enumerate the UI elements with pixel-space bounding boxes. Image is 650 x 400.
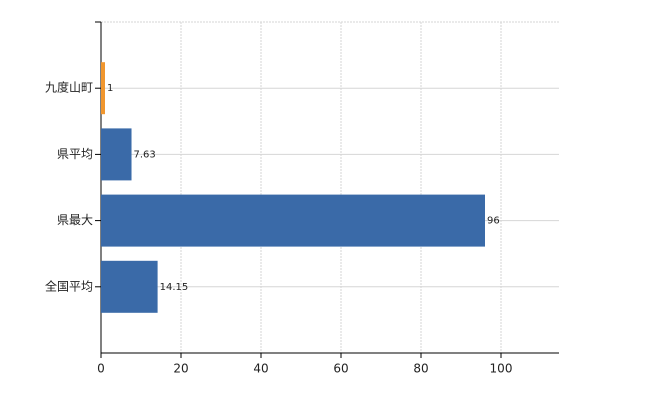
y-tick-label: 県最大	[57, 213, 93, 227]
x-tick-label: 80	[413, 362, 428, 376]
value-label: 7.63	[134, 149, 156, 160]
x-tick-label: 0	[97, 362, 105, 376]
x-tick-label: 100	[490, 362, 513, 376]
y-tick-label: 全国平均	[45, 278, 93, 293]
bar	[101, 62, 105, 115]
x-tick-label: 20	[173, 362, 188, 376]
x-tick-label: 40	[253, 362, 268, 376]
value-label: 96	[487, 216, 500, 227]
bar	[101, 260, 158, 313]
x-tick-label: 60	[333, 362, 348, 376]
bar	[101, 128, 132, 181]
bar	[101, 194, 485, 247]
value-label: 1	[107, 83, 113, 94]
y-tick-label: 九度山町	[45, 80, 93, 95]
value-label: 14.15	[160, 282, 189, 293]
y-tick-label: 県平均	[57, 147, 93, 161]
